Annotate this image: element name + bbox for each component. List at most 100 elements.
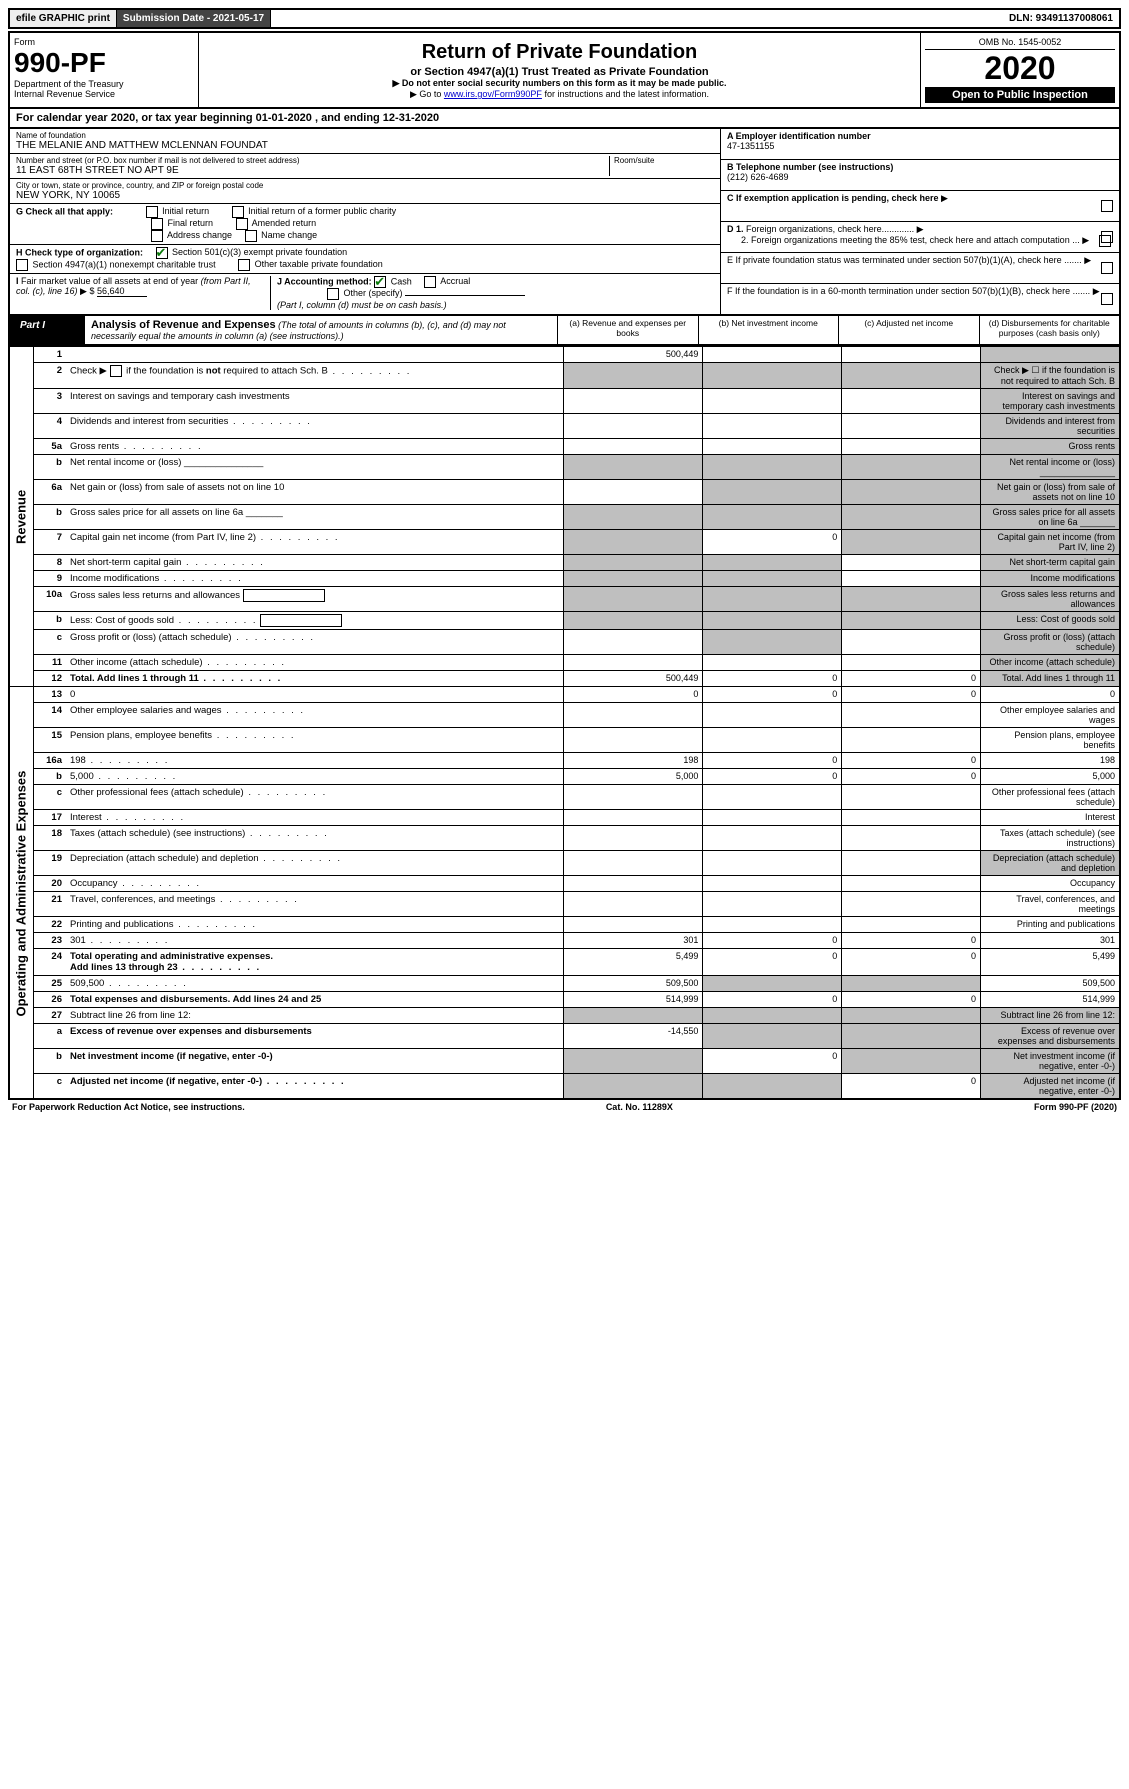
line-desc: Income modifications [66, 571, 564, 587]
amount-cell [564, 439, 703, 455]
d1-label: D 1. Foreign organizations, check here..… [727, 224, 914, 234]
footer-right: Form 990-PF (2020) [1034, 1102, 1117, 1112]
line-num: b [34, 612, 66, 630]
amount-cell [564, 917, 703, 933]
amount-cell [842, 587, 981, 612]
line-num: 25 [34, 976, 66, 992]
line-num: b [34, 769, 66, 785]
501c3-check[interactable] [156, 247, 168, 259]
line-num: 20 [34, 876, 66, 892]
amount-cell [842, 826, 981, 851]
amount-cell: Depreciation (attach schedule) and deple… [981, 851, 1120, 876]
efile-btn[interactable]: efile GRAPHIC print [10, 10, 117, 27]
amount-cell [564, 785, 703, 810]
d2-check[interactable] [1099, 235, 1111, 247]
submission-btn[interactable]: Submission Date - 2021-05-17 [117, 10, 271, 27]
city-label: City or town, state or province, country… [16, 181, 714, 190]
amount-cell [703, 505, 842, 530]
section-label: Operating and Administrative Expenses [9, 687, 34, 1100]
amount-cell [564, 505, 703, 530]
amount-cell [703, 555, 842, 571]
final-return-check[interactable] [151, 218, 163, 230]
ein: 47-1351155 [727, 141, 774, 151]
line-desc: 301 [66, 933, 564, 949]
amended-check[interactable] [236, 218, 248, 230]
line-num: 9 [34, 571, 66, 587]
f-check[interactable] [1101, 293, 1113, 305]
amount-cell: 0 [703, 933, 842, 949]
amount-cell [564, 1074, 703, 1100]
line-desc: Total expenses and disbursements. Add li… [66, 992, 564, 1008]
year: 2020 [925, 50, 1115, 87]
amount-cell [703, 1024, 842, 1049]
amount-cell: Interest on savings and temporary cash i… [981, 389, 1120, 414]
cash-check[interactable] [374, 276, 386, 288]
amount-cell: 5,499 [981, 949, 1120, 976]
initial-return-check[interactable] [146, 206, 158, 218]
amount-cell [703, 612, 842, 630]
g-row: G Check all that apply: Initial return I… [10, 204, 720, 245]
irs-link[interactable]: www.irs.gov/Form990PF [444, 89, 542, 99]
line-desc: Gross sales price for all assets on line… [66, 505, 564, 530]
dept: Department of the Treasury Internal Reve… [14, 79, 194, 99]
amount-cell [842, 480, 981, 505]
title: Return of Private Foundation [205, 41, 914, 64]
addr-label: Number and street (or P.O. box number if… [16, 156, 609, 165]
amount-cell [842, 363, 981, 389]
other-taxable-check[interactable] [238, 259, 250, 271]
amount-cell: Other professional fees (attach schedule… [981, 785, 1120, 810]
amount-cell: Gross rents [981, 439, 1120, 455]
line-desc: Net short-term capital gain [66, 555, 564, 571]
amount-cell: Net gain or (loss) from sale of assets n… [981, 480, 1120, 505]
amount-cell: Printing and publications [981, 917, 1120, 933]
amount-cell [703, 826, 842, 851]
initial-former-check[interactable] [232, 206, 244, 218]
amount-cell [842, 892, 981, 917]
name-change-check[interactable] [245, 230, 257, 242]
amount-cell: Excess of revenue over expenses and disb… [981, 1024, 1120, 1049]
e-check[interactable] [1101, 262, 1113, 274]
amount-cell [564, 728, 703, 753]
4947-check[interactable] [16, 259, 28, 271]
accrual-check[interactable] [424, 276, 436, 288]
address-change-check[interactable] [151, 230, 163, 242]
amount-cell: Gross sales price for all assets on line… [981, 505, 1120, 530]
amount-cell: 0 [842, 933, 981, 949]
amount-cell [564, 826, 703, 851]
amount-cell [703, 917, 842, 933]
amount-cell: 0 [703, 1049, 842, 1074]
line-num: 10a [34, 587, 66, 612]
c-check[interactable] [1101, 200, 1113, 212]
line-num: 21 [34, 892, 66, 917]
phone: (212) 626-4689 [727, 172, 789, 182]
line-desc [66, 347, 564, 363]
line-desc: Interest on savings and temporary cash i… [66, 389, 564, 414]
amount-cell: Net investment income (if negative, ente… [981, 1049, 1120, 1074]
amount-cell [842, 1008, 981, 1024]
amount-cell [703, 703, 842, 728]
amount-cell [564, 703, 703, 728]
line-num: b [34, 1049, 66, 1074]
line-desc: Other income (attach schedule) [66, 655, 564, 671]
amount-cell: Interest [981, 810, 1120, 826]
amount-cell: 0 [842, 1074, 981, 1100]
line-desc: Other professional fees (attach schedule… [66, 785, 564, 810]
amount-cell: 0 [703, 530, 842, 555]
amount-cell: 5,000 [564, 769, 703, 785]
amount-cell [842, 555, 981, 571]
line-desc: Check ▶ if the foundation is not require… [66, 363, 564, 389]
amount-cell [842, 785, 981, 810]
col-b: (b) Net investment income [698, 316, 839, 344]
amount-cell [564, 892, 703, 917]
line-desc: Dividends and interest from securities [66, 414, 564, 439]
c-label: C If exemption application is pending, c… [727, 193, 939, 203]
amount-cell [842, 389, 981, 414]
other-method-check[interactable] [327, 288, 339, 300]
amount-cell [842, 917, 981, 933]
line-num: 1 [34, 347, 66, 363]
room-label: Room/suite [614, 156, 714, 165]
part1-title: Analysis of Revenue and Expenses [91, 319, 276, 331]
amount-cell: 0 [703, 769, 842, 785]
foundation-name: THE MELANIE AND MATTHEW MCLENNAN FOUNDAT [16, 140, 714, 151]
amount-cell [842, 455, 981, 480]
